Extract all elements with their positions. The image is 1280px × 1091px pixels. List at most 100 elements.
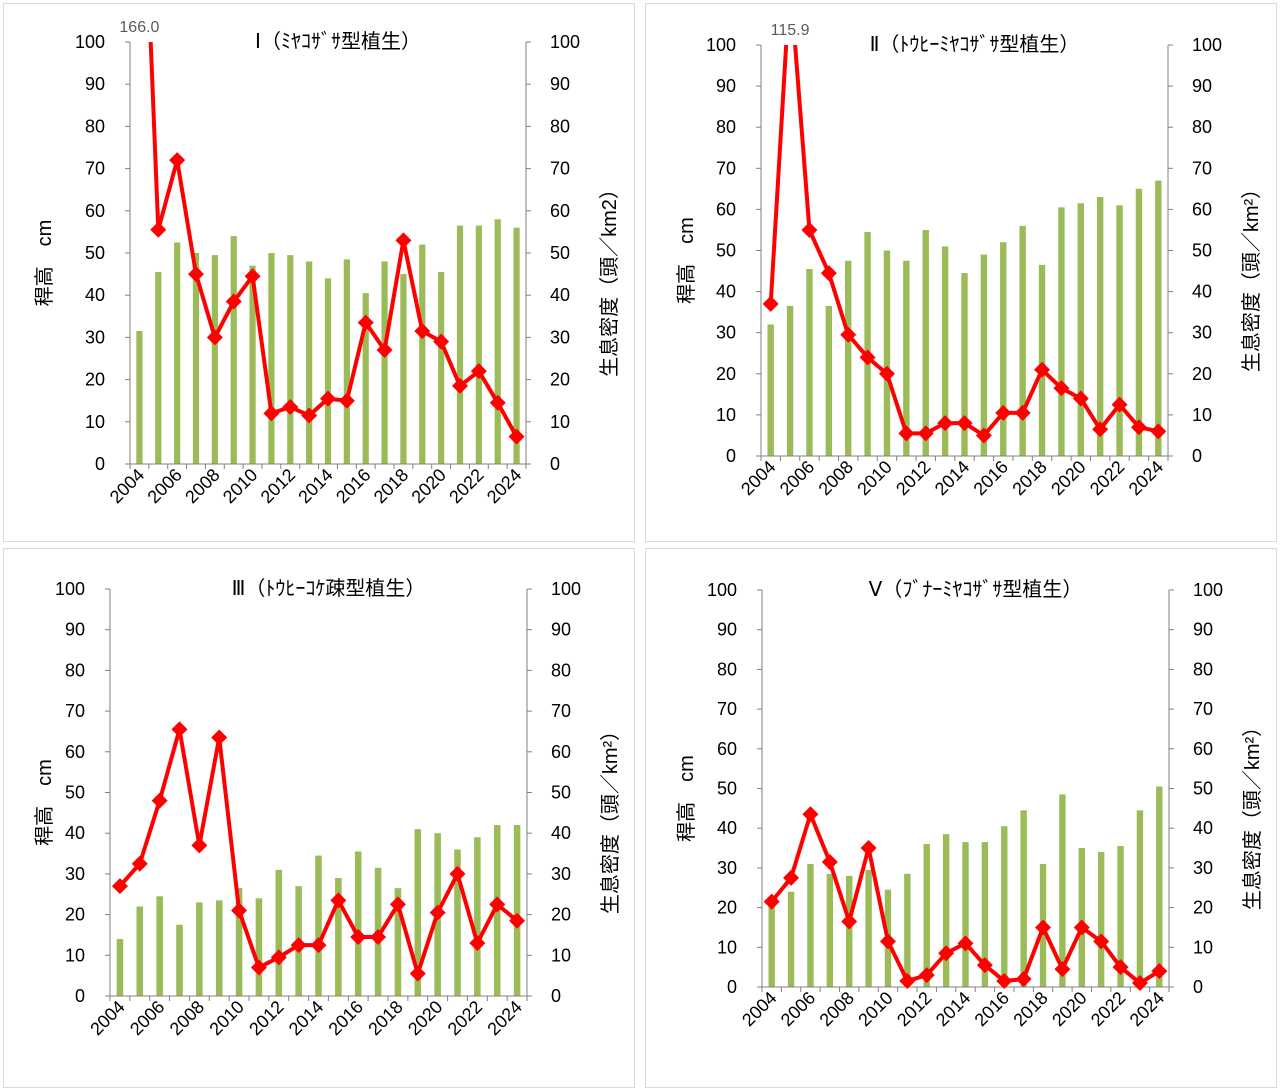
left-tick-label: 80 bbox=[65, 660, 85, 680]
density-bar-2005 bbox=[155, 271, 162, 464]
density-bar-2024 bbox=[1155, 180, 1162, 456]
density-bar-2012 bbox=[275, 869, 283, 996]
culm-height-marker-2020 bbox=[433, 333, 450, 350]
culm-height-marker-2009 bbox=[860, 840, 877, 857]
right-tick-label: 10 bbox=[1192, 405, 1212, 425]
density-bar-2015 bbox=[980, 254, 988, 456]
right-tick-label: 70 bbox=[550, 159, 570, 179]
culm-height-marker-2024 bbox=[1150, 423, 1167, 440]
left-tick-label: 70 bbox=[716, 158, 736, 178]
right-tick-label: 90 bbox=[1193, 620, 1213, 640]
culm-height-marker-2021 bbox=[452, 377, 468, 394]
culm-height-marker-2013 bbox=[937, 415, 954, 432]
density-bar-2006 bbox=[156, 896, 163, 996]
density-bar-2015 bbox=[335, 877, 342, 996]
density-bar-2012 bbox=[922, 229, 929, 456]
left-tick-label: 10 bbox=[85, 412, 105, 432]
density-bar-2010 bbox=[883, 250, 891, 456]
culm-height-marker-2017 bbox=[376, 342, 393, 359]
culm-height-marker-2010 bbox=[878, 365, 895, 382]
panel-border bbox=[3, 3, 635, 542]
culm-height-marker-2016 bbox=[996, 973, 1013, 990]
culm-height-marker-2011 bbox=[898, 425, 915, 442]
density-bar-2009 bbox=[865, 869, 872, 987]
density-bar-2009 bbox=[864, 232, 871, 456]
left-tick-label: 100 bbox=[707, 580, 737, 600]
density-bar-2010 bbox=[249, 265, 256, 464]
density-bar-2011 bbox=[268, 253, 275, 464]
culm-height-marker-2008 bbox=[840, 326, 857, 343]
culm-height-marker-2013 bbox=[290, 937, 307, 954]
culm-height-marker-2022 bbox=[1111, 396, 1128, 413]
right-tick-label: 40 bbox=[550, 285, 570, 305]
left-tick-label: 10 bbox=[716, 405, 736, 425]
chart-svg-2: 0 0 10 10 20 20 30 30 40 40 50 50 60 60 70 70 80 80 90 90 10… bbox=[645, 3, 1277, 542]
right-tick-label: 30 bbox=[550, 327, 570, 347]
density-bar-2021 bbox=[456, 225, 464, 464]
left-tick-label: 30 bbox=[65, 864, 85, 884]
culm-height-marker-2020 bbox=[1072, 390, 1089, 407]
right-axis-title: 生息密度（頭／km2） bbox=[598, 179, 621, 377]
density-bar-2008 bbox=[845, 260, 852, 456]
left-tick-label: 100 bbox=[75, 32, 105, 52]
density-bar-2022 bbox=[1117, 846, 1124, 987]
density-bar-2016 bbox=[354, 851, 362, 996]
culm-height-marker-2019 bbox=[414, 323, 431, 340]
culm-height-marker-2012 bbox=[917, 425, 934, 442]
density-bar-2016 bbox=[1001, 826, 1008, 987]
left-tick-label: 40 bbox=[716, 282, 736, 302]
chart-title: Ⅰ（ﾐﾔｺｻﾞｻ型植生） bbox=[255, 30, 421, 53]
culm-height-marker-2007 bbox=[820, 265, 837, 282]
density-bar-2013 bbox=[941, 246, 949, 456]
left-tick-label: 50 bbox=[717, 779, 737, 799]
right-tick-label: 30 bbox=[1192, 323, 1212, 343]
culm-height-series bbox=[111, 721, 526, 982]
density-bar-2004 bbox=[116, 939, 124, 996]
density-bar-2014 bbox=[962, 842, 969, 987]
chart-title: Ⅴ（ﾌﾞﾅｰﾐﾔｺｻﾞｻ型植生） bbox=[869, 578, 1083, 601]
right-tick-label: 80 bbox=[550, 116, 570, 136]
density-bar-2012 bbox=[923, 844, 930, 987]
culm-height-marker-2004 bbox=[763, 893, 780, 910]
left-tick-label: 100 bbox=[55, 579, 85, 599]
right-tick-label: 0 bbox=[1193, 977, 1203, 997]
density-bar-2017 bbox=[1019, 225, 1026, 456]
culm-height-marker-2009 bbox=[859, 349, 876, 366]
right-tick-label: 10 bbox=[1193, 937, 1213, 957]
culm-height-marker-2013 bbox=[938, 945, 955, 962]
density-bar-2005 bbox=[786, 305, 794, 456]
offscale-value-label: 115.9 bbox=[771, 22, 810, 39]
density-bar-2014 bbox=[961, 273, 968, 456]
density-bar-2018 bbox=[1038, 264, 1046, 456]
left-tick-label: 60 bbox=[717, 739, 737, 759]
right-tick-label: 0 bbox=[1192, 446, 1202, 466]
left-tick-label: 20 bbox=[85, 370, 105, 390]
right-tick-label: 30 bbox=[1193, 858, 1213, 878]
culm-height-marker-2023 bbox=[489, 394, 506, 411]
chart-panel-2: 0 0 10 10 20 20 30 30 40 40 50 50 60 60 70 70 80 80 90 90 10… bbox=[645, 3, 1277, 542]
culm-height-marker-2018 bbox=[1034, 361, 1051, 378]
chart-svg-1: 0 0 10 10 20 20 30 30 40 40 50 50 60 60 70 70 80 80 90 90 10… bbox=[3, 3, 635, 542]
culm-height-marker-2005 bbox=[131, 855, 148, 872]
right-axis-title: 生息密度（頭／km²） bbox=[1241, 717, 1264, 910]
right-tick-label: 100 bbox=[1192, 35, 1222, 55]
culm-height-marker-2006 bbox=[802, 806, 819, 823]
culm-height-marker-2011 bbox=[250, 959, 267, 976]
culm-height-marker-2011 bbox=[263, 405, 280, 422]
culm-height-marker-2004 bbox=[762, 295, 779, 312]
density-bar-2009 bbox=[215, 900, 223, 996]
density-bar-2024 bbox=[513, 227, 520, 464]
culm-height-marker-2023 bbox=[1130, 419, 1147, 436]
left-tick-label: 90 bbox=[65, 620, 85, 640]
culm-height-marker-2024 bbox=[1151, 963, 1168, 980]
culm-height-marker-2016 bbox=[350, 928, 367, 945]
density-bar-2019 bbox=[419, 244, 426, 464]
culm-height-marker-2005 bbox=[783, 869, 800, 886]
density-bar-2013 bbox=[942, 834, 950, 987]
culm-height-marker-2018 bbox=[1035, 919, 1052, 936]
right-tick-label: 40 bbox=[1193, 818, 1213, 838]
culm-height-marker-2012 bbox=[282, 399, 299, 416]
density-bar-2015 bbox=[343, 259, 350, 464]
right-tick-label: 90 bbox=[551, 620, 571, 640]
chart-panel-4: 0 0 10 10 20 20 30 30 40 40 50 50 60 60 70 70 80 80 90 90 10… bbox=[645, 548, 1277, 1088]
